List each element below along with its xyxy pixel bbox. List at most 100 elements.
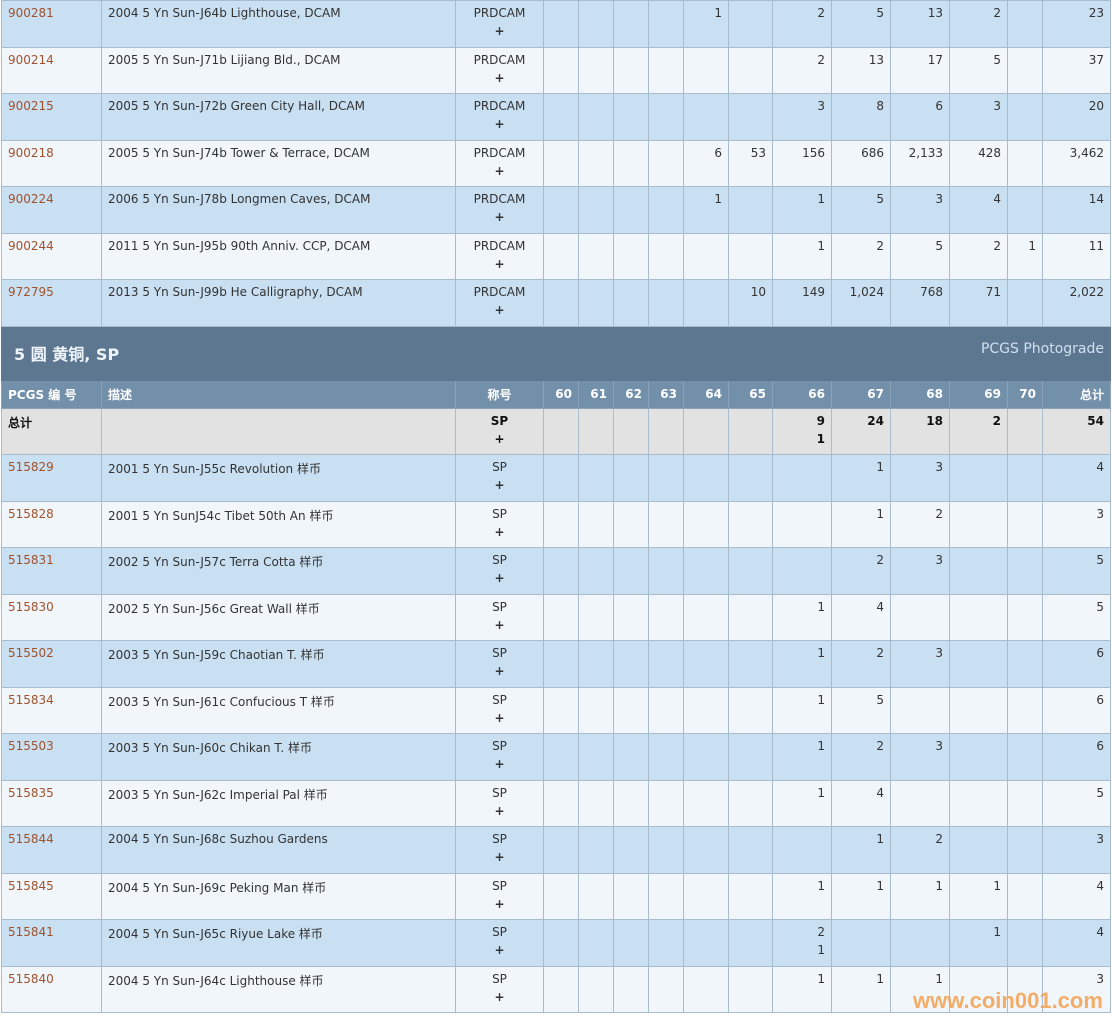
- grade-cell: [578, 93, 614, 141]
- designation-cell: SP +: [455, 500, 544, 548]
- count: 1: [876, 971, 884, 986]
- grade-cell: [613, 919, 649, 967]
- photograde-link[interactable]: PCGS Photograde: [980, 341, 1104, 357]
- grade-cell: 2: [831, 733, 891, 781]
- total-cell: 3: [1042, 965, 1111, 1013]
- plus-toggle[interactable]: +: [494, 617, 505, 632]
- pcgs-number-link[interactable]: 515844: [8, 832, 54, 846]
- pcgs-number-link[interactable]: 900244: [8, 238, 54, 253]
- pcgs-number-link[interactable]: 515830: [8, 599, 54, 614]
- pcgs-number-link[interactable]: 515840: [8, 971, 54, 986]
- plus-toggle[interactable]: +: [494, 757, 505, 771]
- pcgs-number-cell: 515831: [1, 547, 102, 595]
- pcgs-number-link[interactable]: 900224: [8, 192, 54, 206]
- grade-cell: 5: [949, 46, 1008, 94]
- table-row: 900281 2004 5 Yn Sun-J64b Lighthouse, DCA…: [1, 0, 1111, 48]
- plus-toggle[interactable]: +: [494, 524, 505, 539]
- table-row: 515844 2004 5 Yn Sun-J68c Suzhou Gardens S…: [1, 826, 1111, 874]
- total-cell: 4: [1042, 872, 1111, 920]
- grade-cell: 2: [949, 0, 1008, 48]
- description-cell: 2004 5 Yn Sun-J65c Riyue Lake 样币: [101, 919, 456, 967]
- designation-cell: SP +: [455, 919, 544, 967]
- grade-cell: [728, 733, 773, 781]
- grade-cell: 1: [772, 779, 832, 827]
- plus-toggle[interactable]: +: [494, 896, 505, 911]
- designation-text: SP: [492, 460, 507, 474]
- grade-cell: [578, 0, 614, 48]
- table-row: 900214 2005 5 Yn Sun-J71b Lijiang Bld., D…: [1, 46, 1111, 94]
- pcgs-number-link[interactable]: 900215: [8, 99, 54, 113]
- grade-cell: 2: [831, 547, 891, 595]
- count: 686: [861, 145, 884, 160]
- grade-cell: [831, 919, 891, 967]
- grade-cell: [683, 279, 729, 327]
- plus-toggle[interactable]: +: [494, 303, 505, 317]
- total-cell: 54: [1042, 407, 1111, 455]
- pcgs-number-link[interactable]: 972795: [8, 285, 54, 299]
- col-header-total: 总计: [1042, 379, 1111, 409]
- pcgs-number-link[interactable]: 515845: [8, 878, 54, 893]
- designation-text: SP: [492, 925, 507, 939]
- count: 3: [993, 99, 1001, 113]
- grade-cell: [648, 407, 684, 455]
- pcgs-number-link[interactable]: 900281: [8, 6, 54, 20]
- plus-toggle[interactable]: +: [494, 478, 505, 492]
- pcgs-number-link[interactable]: 515829: [8, 460, 54, 474]
- designation-text: SP: [492, 599, 507, 614]
- pcgs-number-link[interactable]: 900218: [8, 145, 54, 160]
- pcgs-number-cell: 515828: [1, 500, 102, 548]
- plus-toggle[interactable]: +: [494, 256, 505, 271]
- pcgs-number-cell: 515841: [1, 919, 102, 967]
- grade-cell: [949, 547, 1008, 595]
- plus-toggle[interactable]: +: [494, 163, 505, 178]
- plus-toggle[interactable]: +: [494, 70, 505, 85]
- grade-cell: 2: [949, 407, 1008, 455]
- grade-cell: [949, 640, 1008, 688]
- plus-toggle[interactable]: +: [494, 210, 505, 224]
- count: 1: [817, 238, 825, 253]
- table-row: 900215 2005 5 Yn Sun-J72b Green City Hall…: [1, 93, 1111, 141]
- pcgs-number-cell: 900215: [1, 93, 102, 141]
- pcgs-number-link[interactable]: 515841: [8, 925, 54, 939]
- grade-cell: 53: [728, 139, 773, 187]
- plus-toggle[interactable]: +: [494, 850, 505, 864]
- pcgs-number-link[interactable]: 515835: [8, 785, 54, 800]
- description-cell: 2004 5 Yn Sun-J69c Peking Man 样币: [101, 872, 456, 920]
- plus-toggle[interactable]: +: [494, 803, 505, 818]
- plus-toggle[interactable]: +: [494, 571, 505, 585]
- pcgs-number-link[interactable]: 515831: [8, 553, 54, 567]
- pcgs-number-link[interactable]: 515828: [8, 506, 54, 521]
- count: 2: [876, 553, 884, 567]
- pcgs-number-link[interactable]: 900214: [8, 52, 54, 67]
- plus-toggle[interactable]: +: [494, 989, 505, 1004]
- pcgs-number-link[interactable]: 515834: [8, 692, 54, 707]
- plus-toggle[interactable]: +: [494, 710, 505, 725]
- grade-cell: [1007, 593, 1043, 641]
- grade-cell: [578, 779, 614, 827]
- pcgs-number-link[interactable]: 515503: [8, 739, 54, 753]
- grade-cell: [543, 279, 579, 327]
- col-header-grade-62: 62: [613, 379, 649, 409]
- plus-toggle[interactable]: +: [494, 664, 505, 678]
- total-cell: 5: [1042, 547, 1111, 595]
- plus-toggle[interactable]: +: [494, 431, 505, 446]
- count: 2: [992, 413, 1001, 428]
- grade-cell: 10: [728, 279, 773, 327]
- plus-toggle[interactable]: +: [494, 24, 505, 38]
- grade-cell: [890, 593, 950, 641]
- plus-count: 1: [817, 943, 825, 957]
- plus-toggle[interactable]: +: [494, 943, 505, 957]
- grade-cell: [543, 547, 579, 595]
- table-row: 515828 2001 5 Yn SunJ54c Tibet 50th An 样币…: [1, 500, 1111, 548]
- table-row: 515834 2003 5 Yn Sun-J61c Confucious T 样币…: [1, 686, 1111, 734]
- pcgs-number-link[interactable]: 515502: [8, 646, 54, 660]
- total-cell: 6: [1042, 733, 1111, 781]
- description-cell: 2005 5 Yn Sun-J71b Lijiang Bld., DCAM: [101, 46, 456, 94]
- grade-cell: [683, 593, 729, 641]
- grade-cell: [543, 93, 579, 141]
- grade-cell: [1007, 640, 1043, 688]
- designation-text: SP: [492, 878, 507, 893]
- plus-toggle[interactable]: +: [494, 117, 505, 131]
- grade-cell: [772, 500, 832, 548]
- grade-cell: [543, 407, 579, 455]
